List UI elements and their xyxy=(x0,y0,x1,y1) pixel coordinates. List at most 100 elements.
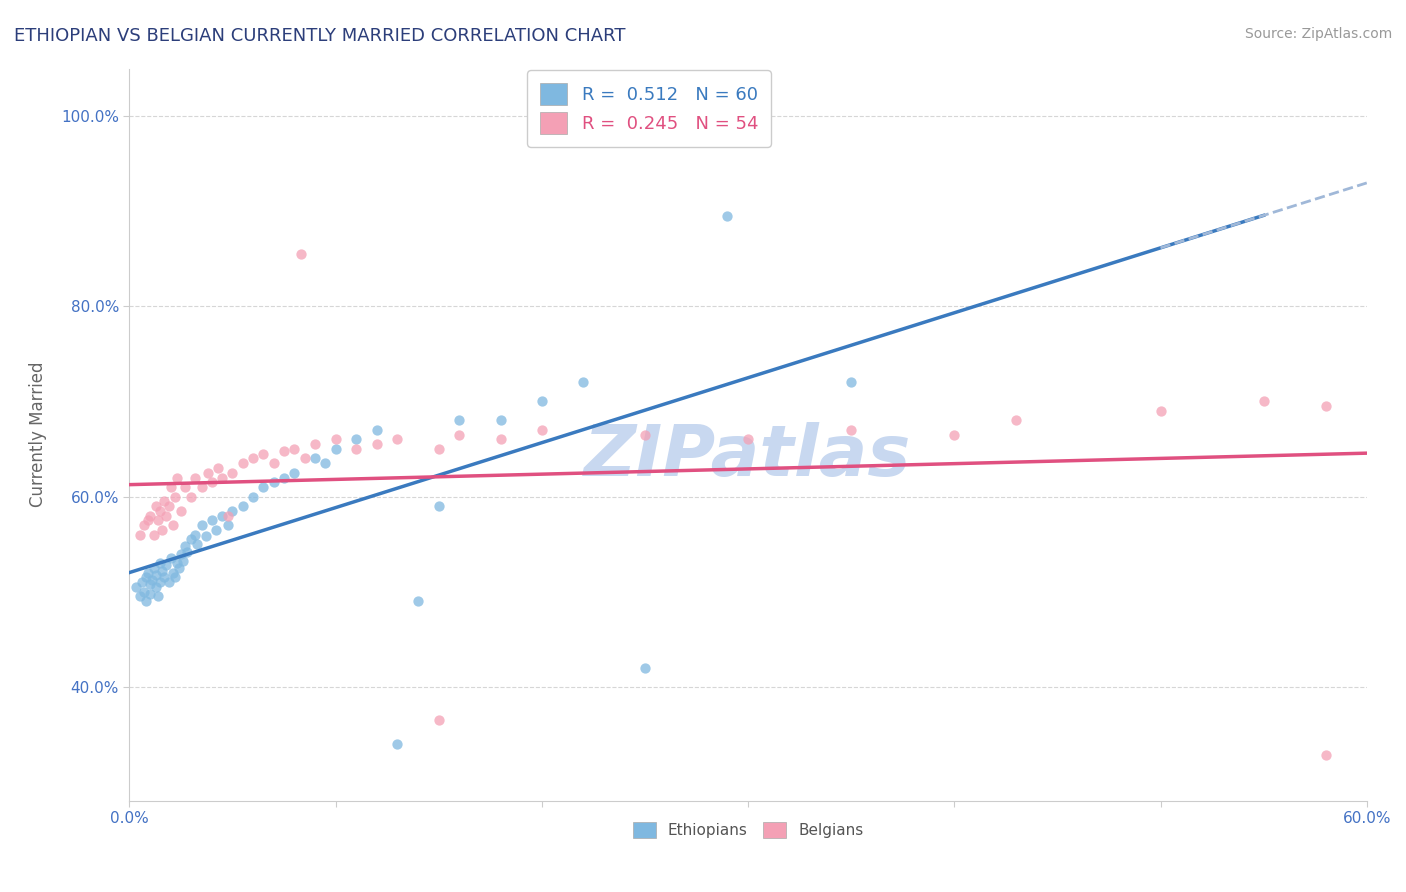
Point xyxy=(148,513,170,527)
Point xyxy=(128,527,150,541)
Point xyxy=(153,494,176,508)
Point xyxy=(205,523,228,537)
Point xyxy=(211,470,233,484)
Point xyxy=(217,508,239,523)
Point xyxy=(387,433,409,447)
Point xyxy=(232,499,254,513)
Point xyxy=(166,470,188,484)
Point xyxy=(283,442,305,456)
Point xyxy=(290,247,312,261)
Point xyxy=(530,423,553,437)
Point xyxy=(325,433,347,447)
Point xyxy=(148,590,170,604)
Point xyxy=(304,437,326,451)
Point xyxy=(366,437,388,451)
Point xyxy=(145,580,167,594)
Point xyxy=(294,451,316,466)
Point xyxy=(155,558,177,572)
Point xyxy=(283,466,305,480)
Point xyxy=(242,490,264,504)
Point xyxy=(190,480,212,494)
Point xyxy=(221,466,243,480)
Point xyxy=(143,527,166,541)
Point xyxy=(839,423,862,437)
Text: Source: ZipAtlas.com: Source: ZipAtlas.com xyxy=(1244,27,1392,41)
Point xyxy=(263,475,285,490)
Point xyxy=(176,544,198,558)
Point xyxy=(716,209,738,223)
Point xyxy=(217,518,239,533)
Point xyxy=(166,556,188,570)
Point xyxy=(159,480,181,494)
Text: ETHIOPIAN VS BELGIAN CURRENTLY MARRIED CORRELATION CHART: ETHIOPIAN VS BELGIAN CURRENTLY MARRIED C… xyxy=(14,27,626,45)
Point xyxy=(449,413,471,427)
Point xyxy=(163,570,186,584)
Point xyxy=(194,529,217,543)
Point xyxy=(167,561,190,575)
Point xyxy=(304,451,326,466)
Point xyxy=(139,577,162,591)
Point xyxy=(141,573,163,587)
Point xyxy=(839,376,862,390)
Point xyxy=(155,508,177,523)
Point xyxy=(943,427,966,442)
Point xyxy=(201,513,224,527)
Point xyxy=(135,594,157,608)
Point xyxy=(1315,748,1337,763)
Point xyxy=(139,508,162,523)
Point xyxy=(159,551,181,566)
Point xyxy=(172,554,194,568)
Y-axis label: Currently Married: Currently Married xyxy=(30,362,46,508)
Point xyxy=(232,456,254,470)
Point xyxy=(634,661,657,675)
Point xyxy=(145,499,167,513)
Point xyxy=(489,413,512,427)
Point xyxy=(314,456,336,470)
Point xyxy=(387,737,409,751)
Point xyxy=(149,575,172,590)
Point xyxy=(1315,399,1337,413)
Point xyxy=(1149,404,1171,418)
Point xyxy=(136,513,159,527)
Point xyxy=(252,480,274,494)
Point xyxy=(150,523,173,537)
Point xyxy=(186,537,208,551)
Point xyxy=(211,508,233,523)
Point xyxy=(201,475,224,490)
Point xyxy=(132,518,155,533)
Point xyxy=(170,504,193,518)
Point xyxy=(135,570,157,584)
Point xyxy=(184,527,207,541)
Point xyxy=(139,586,162,600)
Point xyxy=(136,566,159,580)
Point xyxy=(427,442,450,456)
Point xyxy=(162,518,184,533)
Point xyxy=(132,584,155,599)
Point xyxy=(131,575,153,590)
Point xyxy=(242,451,264,466)
Point xyxy=(1253,394,1275,409)
Point xyxy=(174,480,197,494)
Point xyxy=(157,499,180,513)
Point xyxy=(366,423,388,437)
Point xyxy=(489,433,512,447)
Point xyxy=(344,433,367,447)
Point xyxy=(572,376,595,390)
Point xyxy=(149,556,172,570)
Legend: Ethiopians, Belgians: Ethiopians, Belgians xyxy=(627,816,869,845)
Point xyxy=(145,567,167,582)
Point xyxy=(150,564,173,578)
Point xyxy=(325,442,347,456)
Point xyxy=(149,504,172,518)
Point xyxy=(252,447,274,461)
Point xyxy=(157,575,180,590)
Point xyxy=(344,442,367,456)
Point xyxy=(273,443,295,458)
Point xyxy=(207,461,229,475)
Point xyxy=(737,433,759,447)
Point xyxy=(180,533,202,547)
Point xyxy=(530,394,553,409)
Point xyxy=(170,547,193,561)
Point xyxy=(163,490,186,504)
Point xyxy=(263,456,285,470)
